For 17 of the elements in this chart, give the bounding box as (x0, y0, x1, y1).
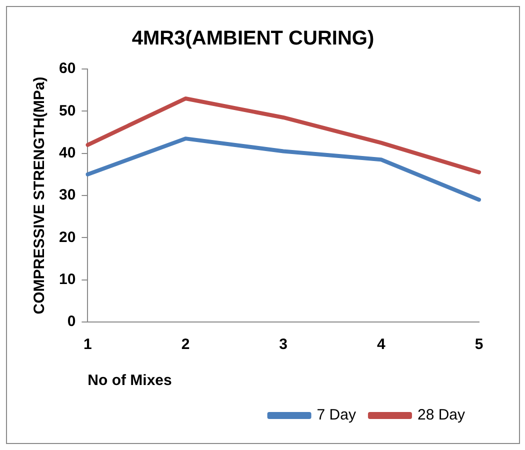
y-tick-label: 30 (58, 186, 76, 204)
chart-title: 4MR3(AMBIENT CURING) (132, 28, 374, 50)
x-tick-label: 2 (181, 336, 190, 354)
x-tick-label: 1 (84, 336, 92, 354)
legend-label: 7 Day (316, 406, 356, 424)
y-tick-label: 40 (58, 144, 76, 162)
x-axis-title: No of Mixes (88, 372, 172, 390)
y-tick-label: 20 (58, 228, 76, 246)
x-tick-label: 5 (474, 336, 484, 354)
legend-label: 28 Day (417, 406, 466, 424)
x-tick-label: 4 (377, 336, 386, 354)
y-tick-label: 0 (67, 313, 76, 330)
y-tick-label: 10 (58, 270, 76, 288)
y-tick-label: 60 (58, 60, 76, 78)
x-tick-label: 3 (279, 336, 288, 354)
y-axis-title: COMPRESSIVE STRENGTH(MPa) (31, 76, 48, 314)
y-tick-label: 50 (58, 102, 76, 120)
